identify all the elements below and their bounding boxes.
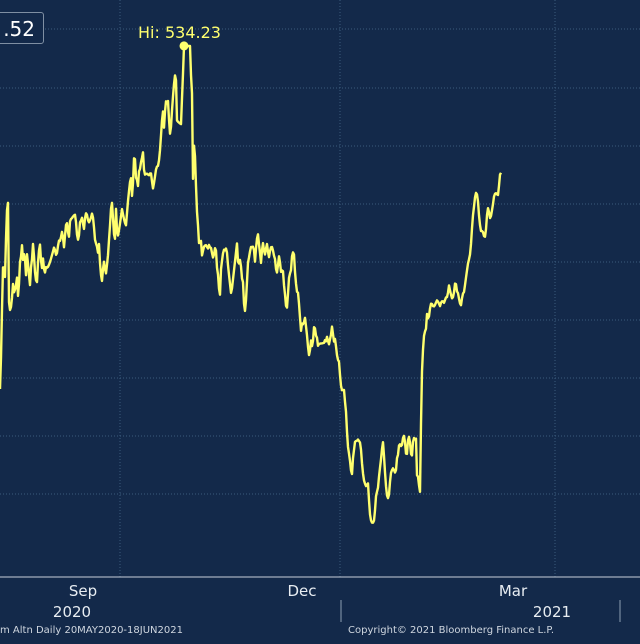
high-annotation-label: Hi: 534.23	[138, 23, 221, 42]
x-tick-label: Dec	[287, 582, 316, 600]
x-tick-label: Mar	[499, 582, 528, 600]
footer-source-range: m Altn Daily 20MAY2020-18JUN2021	[0, 625, 183, 636]
footer-copyright: Copyright© 2021 Bloomberg Finance L.P.	[348, 625, 555, 636]
x-year-label: 2020	[53, 603, 91, 621]
last-price-value: .52	[3, 17, 35, 41]
x-tick-label: Sep	[69, 582, 97, 600]
last-price-box: .52	[0, 12, 44, 44]
price-series-line	[0, 44, 503, 524]
chart-footer: m Altn Daily 20MAY2020-18JUN2021 Copyrig…	[0, 622, 640, 640]
x-year-label: 2021	[533, 603, 571, 621]
high-marker	[179, 41, 189, 51]
